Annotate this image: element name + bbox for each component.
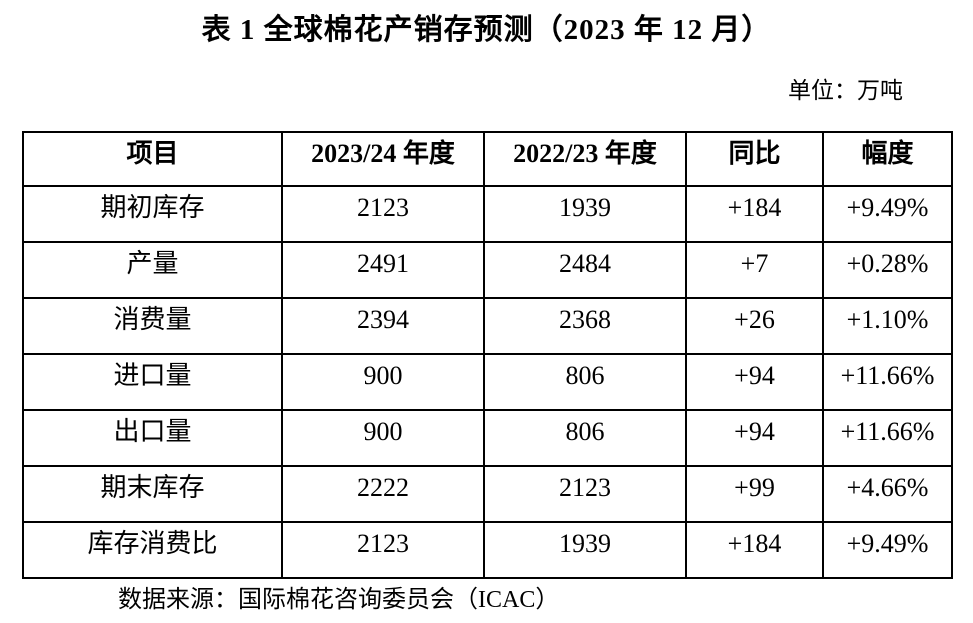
table-row-imports: 进口量 900 806 +94 +11.66% [22,353,953,411]
value-2023-24: 2491 [281,241,485,299]
value-percent: +9.49% [822,521,953,579]
table-row-beginning-stocks: 期初库存 2123 1939 +184 +9.49% [22,185,953,243]
row-label: 进口量 [22,353,283,411]
data-source: 数据来源：国际棉花咨询委员会（ICAC） [118,587,560,613]
value-change: +26 [685,297,824,355]
value-2022-23: 806 [483,409,687,467]
value-2022-23: 806 [483,353,687,411]
header-yoy-change: 同比 [685,131,824,187]
table-row-stocks-to-use-ratio: 库存消费比 2123 1939 +184 +9.49% [22,521,953,579]
value-2023-24: 2123 [281,185,485,243]
value-percent: +11.66% [822,409,953,467]
table-row-consumption: 消费量 2394 2368 +26 +1.10% [22,297,953,355]
header-item: 项目 [22,131,283,187]
table-row-exports: 出口量 900 806 +94 +11.66% [22,409,953,467]
value-change: +184 [685,521,824,579]
row-label: 期初库存 [22,185,283,243]
value-change: +184 [685,185,824,243]
value-2022-23: 2123 [483,465,687,523]
header-row: 项目 2023/24 年度 2022/23 年度 同比 幅度 [22,131,953,187]
unit-label: 单位：万吨 [788,78,903,103]
row-label: 产量 [22,241,283,299]
header-yoy-percent: 幅度 [822,131,953,187]
header-year-2022-23: 2022/23 年度 [483,131,687,187]
value-2023-24: 900 [281,409,485,467]
row-label: 消费量 [22,297,283,355]
value-2022-23: 1939 [483,185,687,243]
row-label: 期末库存 [22,465,283,523]
value-change: +94 [685,353,824,411]
value-percent: +1.10% [822,297,953,355]
header-year-2023-24: 2023/24 年度 [281,131,485,187]
value-2023-24: 2123 [281,521,485,579]
value-2022-23: 2368 [483,297,687,355]
value-percent: +4.66% [822,465,953,523]
value-2022-23: 1939 [483,521,687,579]
value-percent: +11.66% [822,353,953,411]
value-change: +7 [685,241,824,299]
table-title: 表 1 全球棉花产销存预测（2023 年 12 月） [201,14,772,46]
value-change: +94 [685,409,824,467]
value-percent: +9.49% [822,185,953,243]
table-row-production: 产量 2491 2484 +7 +0.28% [22,241,953,299]
cotton-forecast-table: 项目 2023/24 年度 2022/23 年度 同比 幅度 期初库存 2123… [22,131,953,579]
value-2022-23: 2484 [483,241,687,299]
row-label: 库存消费比 [22,521,283,579]
table-row-ending-stocks: 期末库存 2222 2123 +99 +4.66% [22,465,953,523]
value-percent: +0.28% [822,241,953,299]
value-change: +99 [685,465,824,523]
value-2023-24: 2394 [281,297,485,355]
value-2023-24: 900 [281,353,485,411]
value-2023-24: 2222 [281,465,485,523]
row-label: 出口量 [22,409,283,467]
